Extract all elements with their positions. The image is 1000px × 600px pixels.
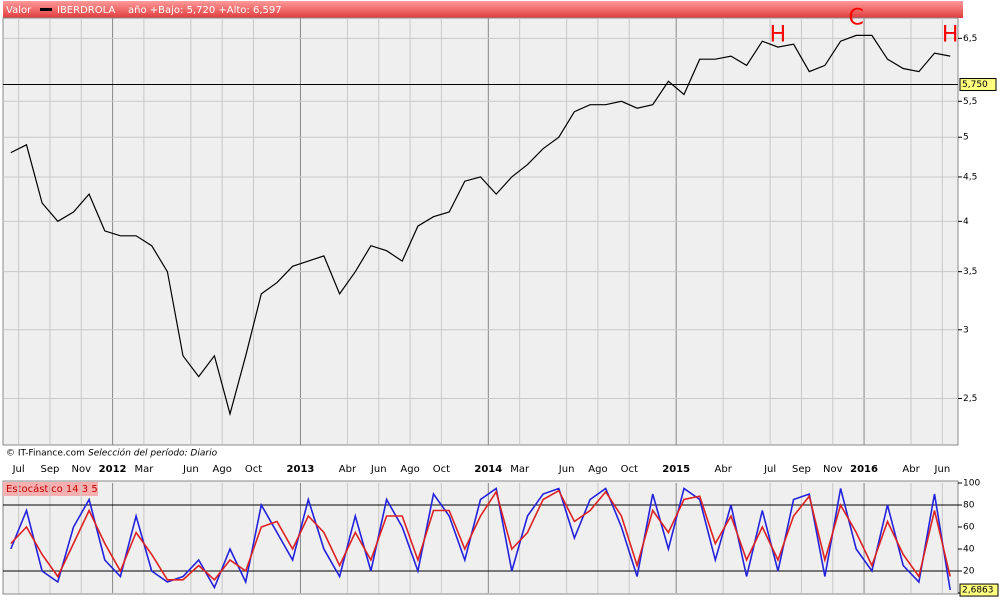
y-tick-label: 3 xyxy=(963,325,969,335)
annotation: H xyxy=(770,22,787,47)
x-tick-label: Jun xyxy=(182,464,199,475)
x-tick-label: Mar xyxy=(510,464,530,475)
x-tick-label: Jun xyxy=(934,464,951,475)
y-tick-label: 20 xyxy=(963,567,975,577)
y-tick-label: 100 xyxy=(963,479,980,489)
y-tick-label: 5 xyxy=(963,133,969,143)
x-tick-label: 2012 xyxy=(99,464,127,475)
legend-entry: IBERDROLA xyxy=(57,5,115,16)
x-tick-label: Nov xyxy=(823,464,843,475)
header-label: Valor xyxy=(6,5,32,16)
x-tick-label: 2015 xyxy=(662,464,690,475)
y-tick-label: 60 xyxy=(963,523,975,533)
series-line xyxy=(10,489,951,581)
stoch-title: Estocástico 14 3 5 xyxy=(6,483,98,495)
y-tick-label: 2,5 xyxy=(963,394,977,404)
price-panel xyxy=(2,17,959,446)
x-tick-label: Sep xyxy=(792,464,811,475)
stoch-title-bg xyxy=(3,482,98,496)
reference-label-bg xyxy=(959,78,997,92)
y-tick-label: 5,5 xyxy=(963,97,977,107)
x-tick-label: Abr xyxy=(715,464,733,475)
x-tick-label: 2013 xyxy=(287,464,315,475)
x-tick-label: Jun xyxy=(558,464,575,475)
x-tick-label: Abr xyxy=(339,464,357,475)
header-range: año +Bajo: 5,720 +Alto: 6,597 xyxy=(128,5,282,16)
x-tick-label: Ago xyxy=(400,464,419,475)
y-tick-label: 4 xyxy=(963,217,969,227)
legend-swatch xyxy=(40,8,52,11)
period: Selección del período: Diario xyxy=(88,448,218,459)
y-tick-label: 6,5 xyxy=(963,34,977,44)
x-tick-label: Sep xyxy=(41,464,60,475)
y-tick-label: 3,5 xyxy=(963,267,977,277)
y-tick-label: 40 xyxy=(963,545,975,555)
value-label-bg xyxy=(959,583,999,597)
x-tick-label: Oct xyxy=(245,464,262,475)
x-tick-label: Nov xyxy=(72,464,92,475)
x-tick-label: Jul xyxy=(763,464,776,475)
y-tick-label: 4,5 xyxy=(963,172,977,182)
series-line xyxy=(10,487,951,591)
x-tick-label: 2016 xyxy=(850,464,878,475)
reference-label: 5,750 xyxy=(962,80,988,90)
x-tick-label: Mar xyxy=(134,464,154,475)
x-tick-label: Jul xyxy=(12,464,25,475)
x-tick-label: 2014 xyxy=(474,464,502,475)
stoch-panel xyxy=(2,480,959,595)
x-tick-label: Abr xyxy=(902,464,920,475)
annotation: C xyxy=(849,6,864,31)
x-tick-label: Ago xyxy=(213,464,232,475)
series-line xyxy=(10,34,951,417)
x-tick-label: Ago xyxy=(588,464,607,475)
value-label: 2,6863 xyxy=(962,586,994,596)
header-bar xyxy=(3,1,963,18)
x-tick-label: Oct xyxy=(621,464,638,475)
x-tick-label: Jun xyxy=(370,464,387,475)
x-tick-label: Oct xyxy=(433,464,450,475)
copyright: © IT-Finance.com xyxy=(6,449,85,459)
annotation: H xyxy=(942,22,959,47)
y-tick-label: 80 xyxy=(963,501,975,511)
